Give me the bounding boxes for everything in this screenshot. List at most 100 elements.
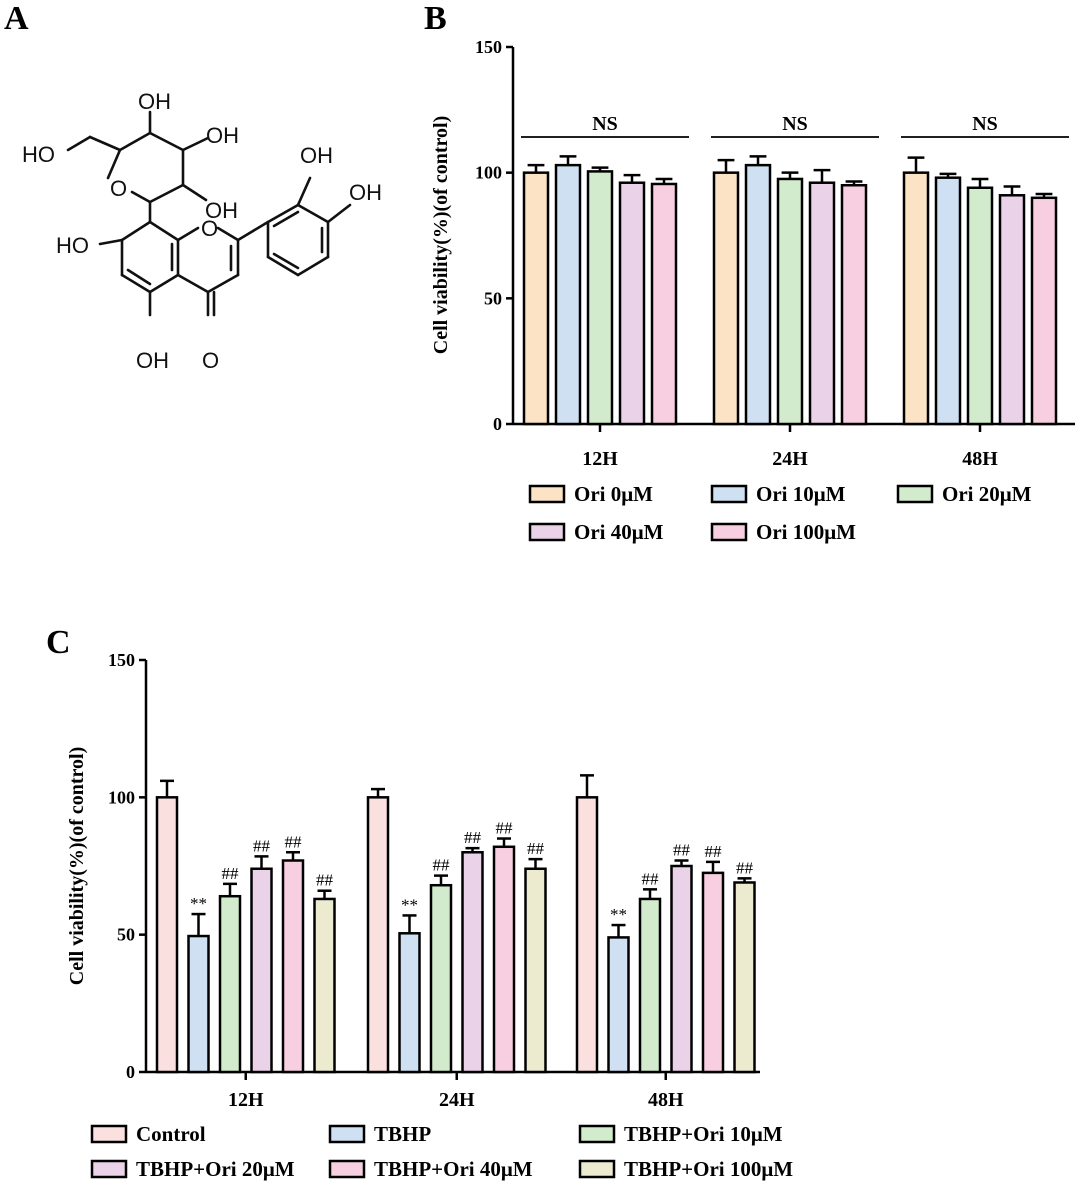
bar bbox=[366, 796, 390, 1074]
y-tick-label: 100 bbox=[108, 787, 135, 807]
chart-c: 0 50 100 150 Cell viability(%)(of control) **… bbox=[66, 650, 793, 1181]
significance-mark: ** bbox=[190, 894, 207, 913]
x-tick-label: 24H bbox=[772, 448, 808, 470]
panel-label-b: B bbox=[424, 0, 447, 37]
significance-mark: ## bbox=[705, 842, 723, 861]
legend-label: Ori 20μM bbox=[942, 482, 1032, 506]
significance-mark: ** bbox=[401, 895, 418, 914]
legend-swatch bbox=[710, 522, 748, 542]
legend-label: Control bbox=[136, 1122, 206, 1146]
atom-label: O bbox=[201, 216, 218, 241]
bar bbox=[554, 163, 582, 426]
x-tick-label: 12H bbox=[228, 1089, 264, 1111]
atom-label: OH bbox=[138, 89, 171, 114]
legend-swatch bbox=[578, 1159, 616, 1179]
y-tick-label: 50 bbox=[484, 288, 502, 308]
bar bbox=[966, 186, 994, 426]
panel-label-c: C bbox=[46, 624, 71, 661]
y-tick-label: 100 bbox=[475, 163, 502, 183]
bar bbox=[840, 183, 868, 426]
significance-mark: ## bbox=[642, 869, 660, 888]
bar bbox=[712, 171, 740, 426]
legend-swatch bbox=[328, 1124, 366, 1144]
bar bbox=[670, 864, 693, 1074]
atom-label: OH bbox=[205, 198, 238, 223]
bar bbox=[313, 897, 336, 1074]
significance-label: NS bbox=[972, 113, 998, 135]
bar bbox=[744, 163, 772, 426]
bar bbox=[281, 859, 305, 1074]
bar bbox=[808, 181, 836, 426]
atom-label: OH bbox=[300, 143, 333, 168]
bar bbox=[187, 934, 210, 1074]
panel-label-a: A bbox=[4, 0, 29, 37]
legend-label: TBHP+Ori 20μM bbox=[136, 1157, 295, 1181]
x-tick-label: 48H bbox=[648, 1089, 684, 1111]
chemical-structure bbox=[66, 110, 352, 317]
x-tick-label: 12H bbox=[582, 448, 618, 470]
significance-mark: ## bbox=[285, 832, 303, 851]
bar bbox=[1030, 196, 1058, 426]
y-tick-label: 50 bbox=[117, 925, 135, 945]
y-axis-label: Cell viability(%)(of control) bbox=[430, 116, 452, 354]
bar bbox=[586, 170, 614, 426]
bar bbox=[701, 871, 725, 1074]
legend-swatch bbox=[528, 522, 566, 542]
legend-label: TBHP bbox=[374, 1122, 431, 1146]
legend-swatch bbox=[528, 484, 566, 504]
bar bbox=[524, 867, 547, 1074]
legend-label: TBHP+Ori 40μM bbox=[374, 1157, 533, 1181]
bar bbox=[398, 932, 421, 1074]
legend-swatch bbox=[710, 484, 748, 504]
atom-label: OH bbox=[136, 348, 169, 373]
significance-mark: ## bbox=[673, 841, 691, 860]
atom-label: OH bbox=[206, 123, 239, 148]
bar bbox=[461, 851, 484, 1074]
bar bbox=[575, 796, 599, 1074]
significance-mark: ## bbox=[433, 856, 451, 875]
atom-label: HO bbox=[56, 233, 89, 258]
significance-mark: ## bbox=[253, 836, 271, 855]
bar bbox=[776, 177, 804, 426]
atom-label: HO bbox=[22, 142, 55, 167]
significance-mark: ## bbox=[316, 871, 334, 890]
y-tick-label: 150 bbox=[475, 37, 502, 57]
legend-swatch bbox=[578, 1124, 616, 1144]
legend-label: TBHP+Ori 100μM bbox=[624, 1157, 793, 1181]
bar bbox=[934, 176, 962, 426]
significance-label: NS bbox=[782, 113, 808, 135]
significance-mark: ## bbox=[496, 819, 514, 838]
atom-label: OH bbox=[349, 180, 382, 205]
legend-swatch bbox=[896, 484, 934, 504]
bar bbox=[733, 881, 756, 1074]
y-tick-label: 150 bbox=[108, 650, 135, 670]
bar bbox=[607, 936, 630, 1074]
significance-mark: ## bbox=[736, 858, 754, 877]
legend-label: Ori 40μM bbox=[574, 520, 664, 544]
significance-mark: ## bbox=[527, 839, 545, 858]
significance-mark: ## bbox=[464, 828, 482, 847]
bar bbox=[998, 194, 1026, 426]
chart-b: 0 50 100 150 Cell viability(%)(of control) 12… bbox=[430, 37, 1075, 544]
atom-label: O bbox=[110, 176, 127, 201]
bar bbox=[902, 171, 930, 426]
bar bbox=[218, 894, 242, 1074]
legend-swatch bbox=[90, 1124, 128, 1144]
legend-swatch bbox=[90, 1159, 128, 1179]
legend-label: Ori 0μM bbox=[574, 482, 653, 506]
bar bbox=[429, 883, 453, 1074]
bar bbox=[155, 796, 179, 1074]
structure-atom-labels: OH HO OH OH O OH OH HO O OH O bbox=[22, 89, 382, 373]
y-tick-label: 0 bbox=[126, 1062, 135, 1082]
bar bbox=[250, 867, 273, 1074]
atom-label: O bbox=[202, 348, 219, 373]
significance-mark: ** bbox=[610, 905, 627, 924]
bar bbox=[650, 182, 678, 426]
y-axis-label: Cell viability(%)(of control) bbox=[66, 747, 88, 985]
significance-label: NS bbox=[592, 113, 618, 135]
x-tick-label: 48H bbox=[962, 448, 998, 470]
legend-label: TBHP+Ori 10μM bbox=[624, 1122, 783, 1146]
x-tick-label: 24H bbox=[439, 1089, 475, 1111]
bar bbox=[492, 845, 516, 1074]
